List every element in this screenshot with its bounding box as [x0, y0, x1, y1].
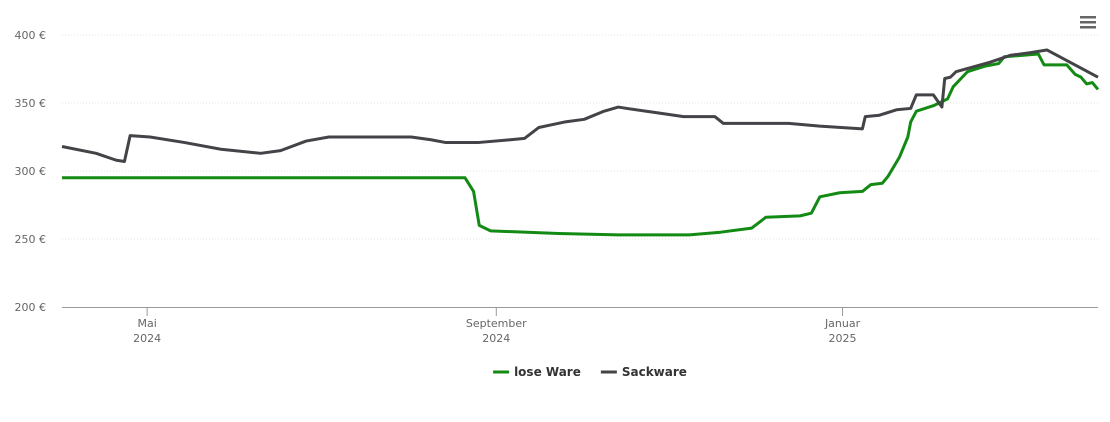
- y-tick-label: 200 €: [15, 301, 47, 314]
- y-tick-label: 300 €: [15, 165, 47, 178]
- legend-item[interactable]: lose Ware: [493, 365, 581, 379]
- y-tick-label: 250 €: [15, 233, 47, 246]
- y-tick-label: 350 €: [15, 97, 47, 110]
- x-tick-label: Januar 2025: [824, 317, 861, 345]
- menu-bar: [1080, 26, 1096, 29]
- legend-label: Sackware: [622, 365, 687, 379]
- series-line: [62, 52, 1100, 237]
- legend-label: lose Ware: [514, 365, 581, 379]
- x-tick-label: September 2024: [466, 317, 527, 345]
- series-line: [61, 48, 1099, 163]
- menu-icon[interactable]: [1080, 16, 1096, 29]
- legend: lose Ware Sackware: [493, 365, 687, 379]
- x-tick-label: Mai 2024: [133, 317, 161, 345]
- menu-bar: [1080, 21, 1096, 24]
- menu-bar: [1080, 16, 1096, 19]
- y-tick-label: 400 €: [15, 29, 47, 42]
- legend-item[interactable]: Sackware: [600, 365, 687, 379]
